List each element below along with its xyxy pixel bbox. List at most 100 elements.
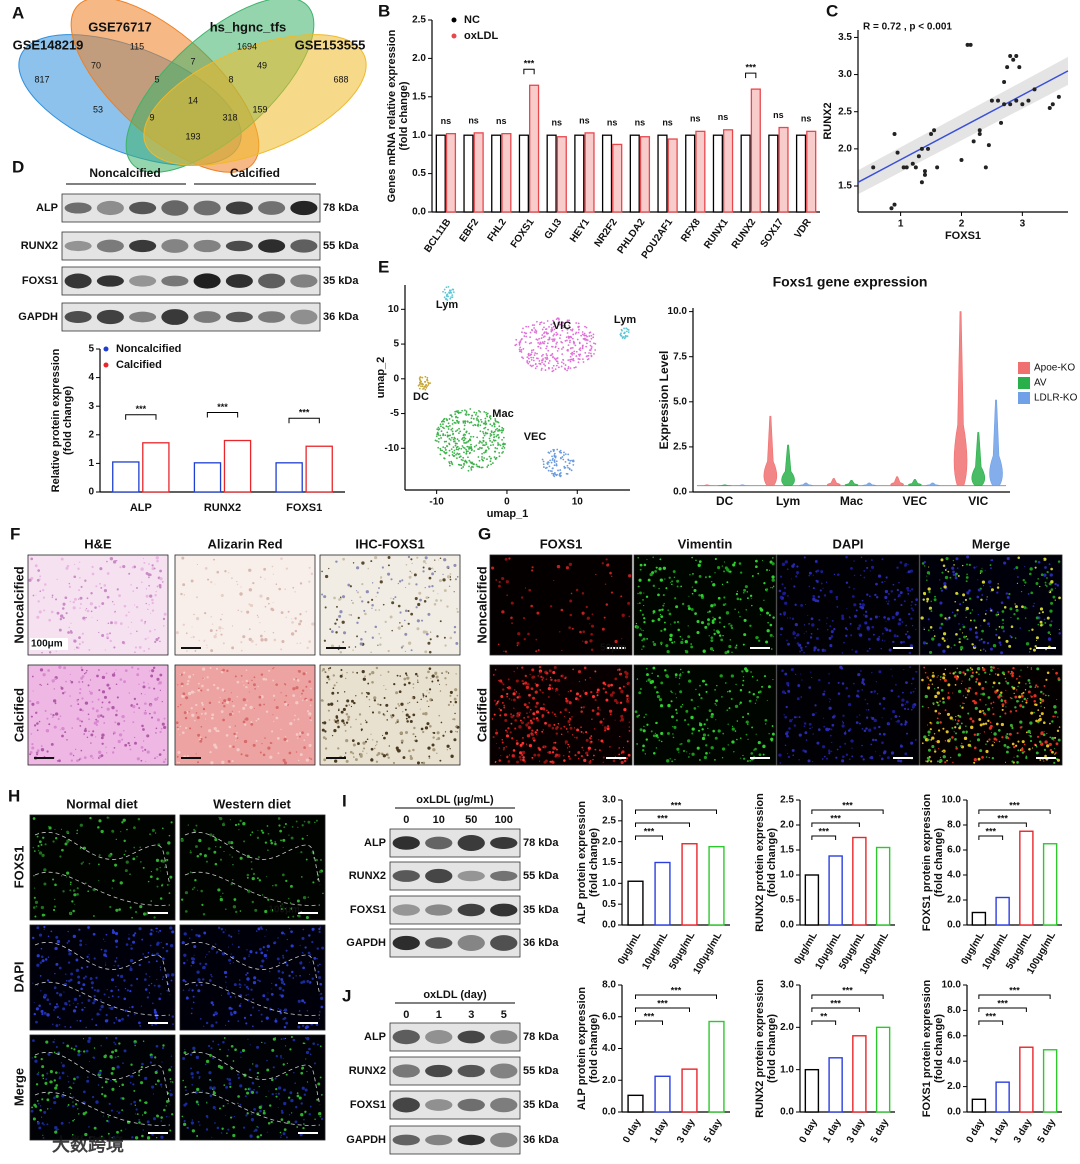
stain-dot [492, 674, 495, 676]
stain-dot [757, 741, 761, 745]
stain-dot [395, 707, 397, 709]
stain-dot [345, 739, 349, 743]
umap-point [455, 453, 457, 456]
row-label: Noncalcified [474, 566, 489, 643]
stain-dot [687, 670, 690, 674]
stain-dot [1008, 644, 1012, 648]
stain-dot [568, 701, 572, 705]
stain-dot [928, 683, 930, 686]
stain-dot [536, 611, 540, 615]
stain-dot [1028, 747, 1031, 751]
stain-dot [528, 588, 532, 592]
stain-dot [768, 569, 770, 571]
stain-dot [589, 623, 591, 625]
stain-dot [902, 640, 905, 644]
stain-dot [355, 695, 357, 697]
umap-point [479, 424, 482, 427]
stain-dot [705, 744, 708, 747]
stain-dot [995, 633, 998, 637]
stain-dot [535, 701, 539, 705]
umap-point [455, 416, 457, 419]
stain-dot [687, 607, 691, 611]
stain-dot [710, 715, 714, 719]
umap-point [460, 464, 463, 467]
stain-dot [368, 698, 371, 701]
stain-dot [594, 698, 597, 702]
stain-dot [707, 727, 709, 729]
stain-dot [982, 722, 985, 726]
stain-dot [585, 751, 589, 755]
stain-dot [245, 669, 248, 672]
stain-dot [453, 704, 455, 706]
stain-dot [521, 750, 526, 755]
stain-dot [664, 568, 666, 570]
stain-dot [400, 739, 404, 743]
umap-point [418, 383, 421, 386]
stain-dot [402, 711, 404, 713]
stain-dot [498, 580, 501, 584]
stain-dot [929, 728, 932, 731]
stain-dot [342, 631, 347, 635]
stain-dot [727, 744, 729, 746]
stain-dot [787, 689, 791, 693]
stain-dot [687, 635, 691, 639]
stain-dot [902, 691, 904, 694]
y-tick-label: 0 [88, 487, 94, 498]
stain-dot [589, 737, 592, 740]
stain-dot [563, 759, 566, 762]
stain-dot [1031, 628, 1034, 631]
stain-dot [1000, 651, 1004, 655]
stain-dot [660, 629, 663, 632]
stain-dot [893, 598, 896, 601]
stain-dot [988, 738, 991, 741]
stain-dot [140, 759, 143, 762]
stain-dot [388, 745, 390, 747]
stain-dot [204, 736, 207, 739]
stain-dot [416, 619, 420, 623]
stain-dot [1016, 732, 1019, 735]
stain-dot [81, 681, 84, 683]
point [1014, 98, 1019, 103]
stain-dot [1001, 610, 1005, 613]
stain-dot [381, 734, 384, 737]
stain-dot [277, 752, 280, 755]
stain-dot [712, 649, 715, 652]
stain-dot [826, 623, 828, 625]
stain-dot [526, 734, 531, 738]
stain-dot [354, 646, 357, 648]
stain-dot [292, 678, 296, 681]
stain-dot [1037, 623, 1040, 626]
stain-dot [966, 555, 970, 559]
stain-dot [1000, 625, 1005, 629]
umap-point [556, 333, 559, 335]
stain-dot [915, 598, 919, 602]
stain-dot [947, 570, 950, 573]
stain-dot [56, 578, 58, 581]
umap-point [562, 358, 564, 361]
umap-point [451, 453, 454, 456]
stain-dot [851, 747, 853, 749]
legend-label: Apoe-KO [1034, 363, 1075, 374]
stain-dot [604, 729, 607, 732]
stain-dot [936, 676, 938, 678]
umap-point [524, 341, 527, 344]
stain-dot [989, 607, 992, 610]
stain-dot [144, 710, 146, 712]
stain-dot [636, 715, 639, 718]
stain-dot [985, 650, 987, 652]
umap-point [443, 457, 446, 460]
stain-dot [201, 701, 204, 705]
stain-dot [373, 696, 377, 700]
umap-point [569, 335, 572, 338]
umap-point [518, 350, 521, 353]
umap-point [443, 417, 446, 420]
significance-bracket [635, 835, 663, 840]
stain-dot [140, 746, 144, 749]
stain-dot [409, 719, 413, 724]
stain-dot [813, 646, 817, 650]
stain-dot [1048, 590, 1050, 593]
stain-dot [725, 611, 730, 615]
stain-dot [987, 580, 992, 584]
violin [925, 482, 940, 486]
stain-dot [643, 605, 645, 607]
